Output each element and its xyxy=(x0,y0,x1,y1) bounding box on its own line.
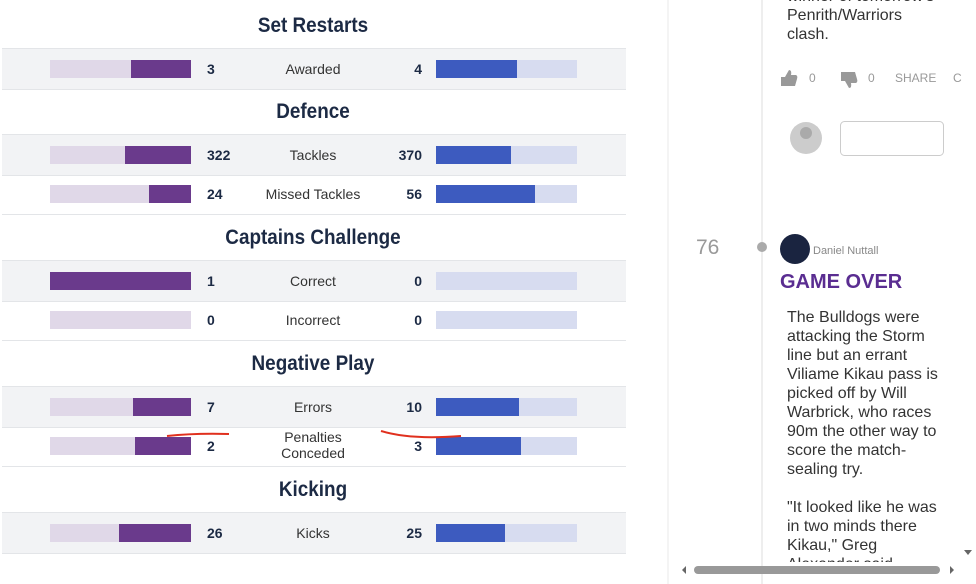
away-value: 3 xyxy=(414,438,422,454)
away-bar xyxy=(436,146,512,164)
away-bar xyxy=(436,524,506,542)
post-author: Daniel Nuttall xyxy=(813,245,879,257)
home-bar xyxy=(50,272,191,290)
home-bar xyxy=(130,60,191,78)
section-title: Kicking xyxy=(278,478,348,501)
stat-label: Tackles xyxy=(289,147,337,163)
home-bar xyxy=(132,398,191,416)
more-button[interactable]: C xyxy=(953,71,962,85)
away-value: 370 xyxy=(398,147,422,163)
away-bar xyxy=(436,437,521,455)
stat-label: Penalties Conceded xyxy=(281,429,345,461)
annotation-underline xyxy=(380,430,462,439)
away-value: 56 xyxy=(406,186,422,202)
scroll-left[interactable] xyxy=(682,566,686,574)
home-value: 322 xyxy=(207,147,231,163)
post-paragraph: "It looked like he was in two minds ther… xyxy=(787,499,937,562)
annotation-underline xyxy=(166,432,230,437)
post-body: The Bulldogs were attacking the Storm li… xyxy=(787,308,947,562)
comment-input[interactable] xyxy=(840,121,944,156)
dislike-count: 0 xyxy=(868,71,875,85)
away-bar-track xyxy=(436,272,577,290)
author-logo xyxy=(780,234,810,264)
home-value: 3 xyxy=(207,61,215,77)
home-value: 7 xyxy=(207,399,215,415)
avatar-head xyxy=(800,127,812,139)
home-value: 26 xyxy=(207,525,223,541)
stat-row: 7 10 Errors xyxy=(2,386,626,428)
scroll-right[interactable] xyxy=(950,566,954,574)
section-title: Captains Challenge xyxy=(225,226,401,249)
away-bar xyxy=(436,60,517,78)
post-number: 76 xyxy=(696,236,720,259)
prev-comment: winner of tomorrow's Penrith/Warriors cl… xyxy=(787,0,967,60)
like-icon[interactable] xyxy=(781,70,798,86)
away-bar xyxy=(436,398,519,416)
stat-row: 24 56 Missed Tackles xyxy=(2,174,626,215)
section-title: Set Restarts xyxy=(257,14,369,37)
dislike-icon[interactable] xyxy=(841,72,858,88)
stat-label: Errors xyxy=(293,399,333,415)
home-bar xyxy=(125,146,191,164)
post-title: GAME OVER xyxy=(780,271,903,293)
stat-row: 2 3 Penalties Conceded xyxy=(2,426,626,467)
away-value: 10 xyxy=(406,399,422,415)
timeline-dot xyxy=(757,242,767,252)
away-value: 0 xyxy=(414,312,422,328)
home-bar xyxy=(119,524,191,542)
section-title: Negative Play xyxy=(251,352,375,375)
away-value: 4 xyxy=(414,61,422,77)
stat-label: Incorrect xyxy=(285,312,341,328)
away-bar xyxy=(436,185,535,203)
scrollbar-thumb[interactable] xyxy=(694,566,940,574)
home-value: 1 xyxy=(207,273,215,289)
stats-panel: Set Restarts 3 4 Awarded Defence 322 370 Tackle… xyxy=(2,14,626,554)
away-bar-track xyxy=(436,311,577,329)
section-title: Defence xyxy=(276,100,350,123)
home-value: 0 xyxy=(207,312,215,328)
stat-row: 26 25 Kicks xyxy=(2,512,626,554)
stat-label: Missed Tackles xyxy=(265,186,361,202)
away-value: 0 xyxy=(414,273,422,289)
scroll-down[interactable] xyxy=(964,550,972,555)
comment-text: winner of tomorrow's Penrith/Warriors cl… xyxy=(787,0,934,43)
home-value: 2 xyxy=(207,438,215,454)
stat-label: Kicks xyxy=(296,525,330,541)
stat-label: Awarded xyxy=(285,61,341,77)
post-paragraph: The Bulldogs were attacking the Storm li… xyxy=(787,309,938,478)
stat-row: 1 0 Correct xyxy=(2,260,626,302)
home-value: 24 xyxy=(207,186,223,202)
home-bar xyxy=(148,185,191,203)
home-bar-track xyxy=(50,311,191,329)
stat-row: 322 370 Tackles xyxy=(2,134,626,176)
stat-label: Correct xyxy=(290,273,336,289)
like-count: 0 xyxy=(809,71,816,85)
home-bar xyxy=(134,437,191,455)
stat-row: 0 0 Incorrect xyxy=(2,300,626,341)
away-value: 25 xyxy=(406,525,422,541)
share-button[interactable]: SHARE xyxy=(895,71,937,85)
stat-row: 3 4 Awarded xyxy=(2,48,626,90)
